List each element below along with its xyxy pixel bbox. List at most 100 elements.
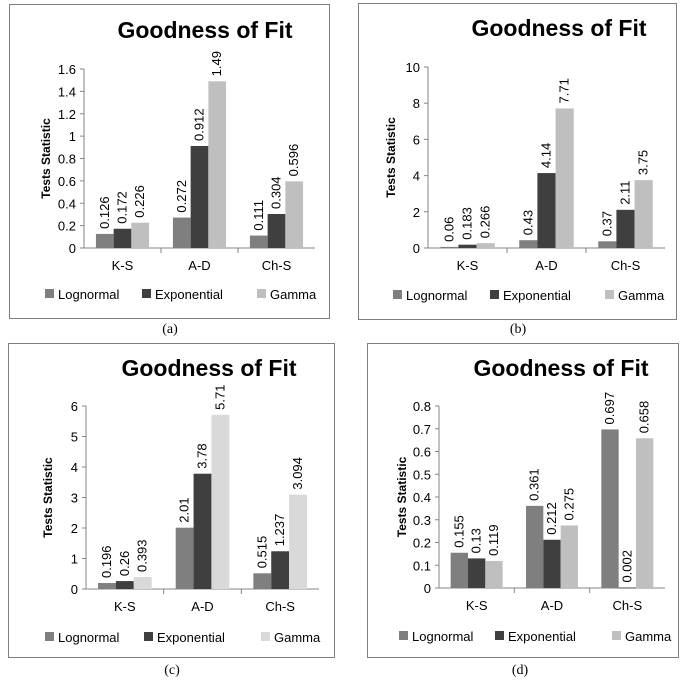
x-tick-label: A-D: [535, 258, 557, 273]
x-tick-label: K-S: [112, 258, 134, 273]
legend-label: Lognormal: [406, 288, 468, 303]
chart-a-svg: Goodness of Fit Tests Statistic 0 0.2 0.4 0.6…: [39, 17, 317, 302]
chart-c-svg: Goodness of Fit Tests Statistic 0 1 2 3 4 5 6 K-S…: [41, 355, 321, 645]
bar: [519, 240, 538, 248]
data-label: 0.37: [599, 211, 614, 236]
legend-swatch: [45, 289, 54, 298]
data-label: 0.26: [117, 551, 132, 576]
bar: [98, 583, 116, 589]
bar: [113, 228, 132, 248]
y-tick-label: 0.2: [58, 219, 76, 234]
data-label: 0.155: [451, 515, 466, 548]
y-tick-label: 2: [413, 205, 420, 220]
bar: [526, 505, 544, 588]
y-tick-label: 0.4: [58, 196, 76, 211]
data-label: 3.78: [195, 443, 210, 468]
y-tick-label: 8: [413, 96, 420, 111]
bar: [95, 233, 114, 248]
y-tick-label: 3: [71, 491, 78, 506]
legend-swatch: [605, 290, 614, 299]
data-label: 0.912: [192, 108, 207, 141]
legend-label: Gamma: [618, 288, 665, 303]
data-label: 4.14: [539, 143, 554, 168]
data-label: 0.272: [174, 180, 189, 213]
chart-panel-c: Goodness of Fit Tests Statistic 0 1 2 3 4 5 6 K-S…: [8, 343, 335, 658]
bar: [468, 558, 486, 588]
data-label: 7.71: [557, 78, 572, 103]
y-tick-label: 1.4: [58, 84, 76, 99]
legend-swatch: [495, 631, 504, 640]
y-tick-label: 0: [71, 582, 78, 597]
bar: [616, 209, 635, 248]
caption-c: (c): [164, 663, 180, 678]
data-label: 0.43: [520, 210, 535, 235]
bar: [618, 587, 636, 589]
bar: [249, 235, 268, 248]
x-tick-label: K-S: [466, 598, 488, 613]
legend-swatch: [399, 631, 408, 640]
bar: [131, 222, 150, 248]
y-tick-label: 2: [71, 521, 78, 536]
bar: [253, 573, 272, 589]
legend-swatch: [261, 632, 270, 641]
y-tick-label: 4: [413, 169, 420, 184]
y-tick-label: 1.6: [58, 62, 76, 77]
legend-label: Exponential: [503, 288, 571, 303]
bar: [560, 525, 578, 588]
chart-title: Goodness of Fit: [117, 17, 292, 43]
legend-swatch: [612, 631, 621, 640]
chart-title: Goodness of Fit: [121, 355, 296, 381]
bar: [271, 551, 290, 589]
data-label: 0.361: [527, 468, 542, 501]
legend-swatch: [45, 632, 54, 641]
y-axis-label: Tests Statistic: [41, 457, 55, 538]
y-tick-label: 10: [406, 60, 420, 75]
y-tick-label: 6: [71, 399, 78, 414]
bar: [635, 438, 654, 588]
y-tick-label: 0.2: [413, 536, 431, 551]
bar: [598, 241, 617, 248]
bar: [190, 145, 209, 248]
legend-label: Lognormal: [58, 630, 120, 645]
chart-panel-d: Goodness of Fit Tests Statistic 0 0.1 0.2 0.3…: [367, 343, 679, 658]
legend-swatch: [144, 632, 153, 641]
chart-b-svg: Goodness of Fit Tests Statistic 0 2 4 6 8 10 K-S…: [384, 15, 665, 303]
data-label: 2.11: [618, 180, 633, 204]
y-tick-label: 0.1: [413, 558, 431, 573]
y-tick-label: 5: [71, 430, 78, 445]
data-label: 0.172: [115, 191, 130, 224]
bar: [133, 577, 152, 589]
data-label: 0.658: [637, 401, 652, 434]
data-label: 1.237: [272, 514, 287, 547]
x-tick-label: A-D: [191, 599, 213, 614]
data-label: 0.275: [561, 488, 576, 521]
data-label: 0.697: [602, 392, 617, 425]
data-label: 1.49: [209, 51, 224, 76]
y-tick-label: 0: [413, 241, 420, 256]
bar: [193, 473, 212, 589]
bar: [440, 246, 459, 248]
bar: [601, 429, 619, 588]
y-tick-label: 0: [424, 581, 431, 596]
caption-d: (d): [511, 663, 529, 678]
y-tick-label: 0.6: [58, 174, 76, 189]
bar: [115, 581, 134, 589]
data-label: 0.226: [132, 185, 147, 218]
data-label: 0.596: [286, 144, 301, 177]
y-tick-label: 0.8: [413, 399, 431, 414]
data-label: 3.75: [636, 150, 651, 175]
data-label: 0.183: [460, 207, 475, 240]
bar: [450, 552, 469, 588]
data-label: 0.393: [135, 539, 150, 572]
chart-title: Goodness of Fit: [471, 15, 646, 41]
y-axis-label: Tests Statistic: [384, 117, 398, 198]
data-label: 0.212: [544, 502, 559, 535]
y-tick-label: 0.7: [413, 422, 431, 437]
y-tick-label: 0.8: [58, 152, 76, 167]
x-tick-label: A-D: [188, 258, 210, 273]
data-label: 0.119: [486, 524, 501, 556]
x-tick-label: Ch-S: [613, 598, 643, 613]
bar: [476, 243, 495, 248]
legend-label: Gamma: [274, 630, 321, 645]
chart-panel-a: Goodness of Fit Tests Statistic 0 0.2 0.4 0.6…: [9, 4, 330, 319]
